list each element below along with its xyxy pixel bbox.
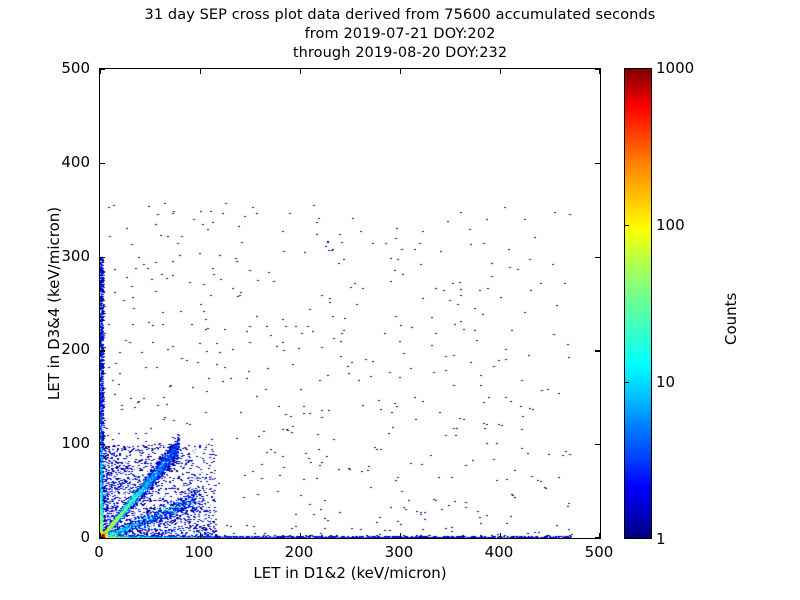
y-tick-0: [100, 536, 105, 538]
y-tick-label-0: 0: [80, 528, 90, 546]
plot-axes: [99, 68, 601, 539]
y-tick-right-400: [595, 162, 600, 164]
y-tick-100: [100, 444, 105, 446]
colorbar-tick-100: [624, 225, 629, 227]
colorbar-tick-1: [624, 537, 629, 539]
title-line-3: through 2019-08-20 DOY:232: [292, 45, 508, 61]
colorbar-tick-label-10: 10: [656, 373, 676, 391]
x-tick-top-500: [598, 69, 600, 74]
x-tick-top-100: [200, 69, 202, 74]
y-tick-right-200: [595, 350, 600, 352]
x-tick-200: [300, 533, 302, 538]
plot-title: 31 day SEP cross plot data derived from …: [0, 6, 800, 63]
y-tick-label-200: 200: [61, 340, 90, 359]
colorbar-tick-label-1000: 1000: [656, 59, 695, 77]
y-tick-500: [100, 69, 105, 71]
colorbar-tick-label-1: 1: [656, 530, 666, 548]
x-axis-label: LET in D1&2 (keV/micron): [253, 564, 447, 582]
x-tick-top-0: [100, 69, 102, 74]
x-tick-0: [100, 533, 102, 538]
x-tick-100: [200, 533, 202, 538]
x-tick-label-400: 400: [484, 543, 514, 561]
y-tick-right-300: [595, 256, 600, 258]
colorbar-tick-label-100: 100: [656, 216, 685, 234]
x-tick-label-200: 200: [284, 543, 314, 561]
x-tick-label-300: 300: [384, 543, 414, 561]
y-tick-label-400: 400: [61, 152, 90, 171]
y-tick-label-300: 300: [61, 246, 90, 265]
title-line-1: 31 day SEP cross plot data derived from …: [144, 7, 656, 23]
y-tick-300: [100, 256, 105, 258]
x-tick-top-200: [300, 69, 302, 74]
y-tick-label-100: 100: [61, 434, 90, 453]
colorbar-label: Counts: [722, 292, 740, 345]
x-tick-label-0: 0: [94, 543, 104, 561]
x-tick-label-500: 500: [584, 543, 614, 561]
colorbar-tick-1000: [624, 68, 629, 70]
x-tick-300: [400, 533, 402, 538]
y-tick-label-500: 500: [61, 59, 90, 77]
x-tick-top-300: [400, 69, 402, 74]
scatter-data-layer: [100, 69, 600, 538]
y-tick-right-500: [595, 69, 600, 71]
y-axis-label: LET in D3&4 (keV/micron): [45, 206, 63, 401]
x-tick-400: [500, 533, 502, 538]
y-tick-200: [100, 350, 105, 352]
colorbar-tick-10: [624, 382, 629, 384]
x-tick-top-400: [500, 69, 502, 74]
x-tick-label-100: 100: [184, 543, 214, 561]
y-tick-right-100: [595, 444, 600, 446]
title-line-2: from 2019-07-21 DOY:202: [304, 26, 496, 42]
x-tick-500: [598, 533, 600, 538]
y-tick-400: [100, 162, 105, 164]
colorbar-gradient: [624, 68, 652, 539]
y-tick-right-0: [595, 536, 600, 538]
